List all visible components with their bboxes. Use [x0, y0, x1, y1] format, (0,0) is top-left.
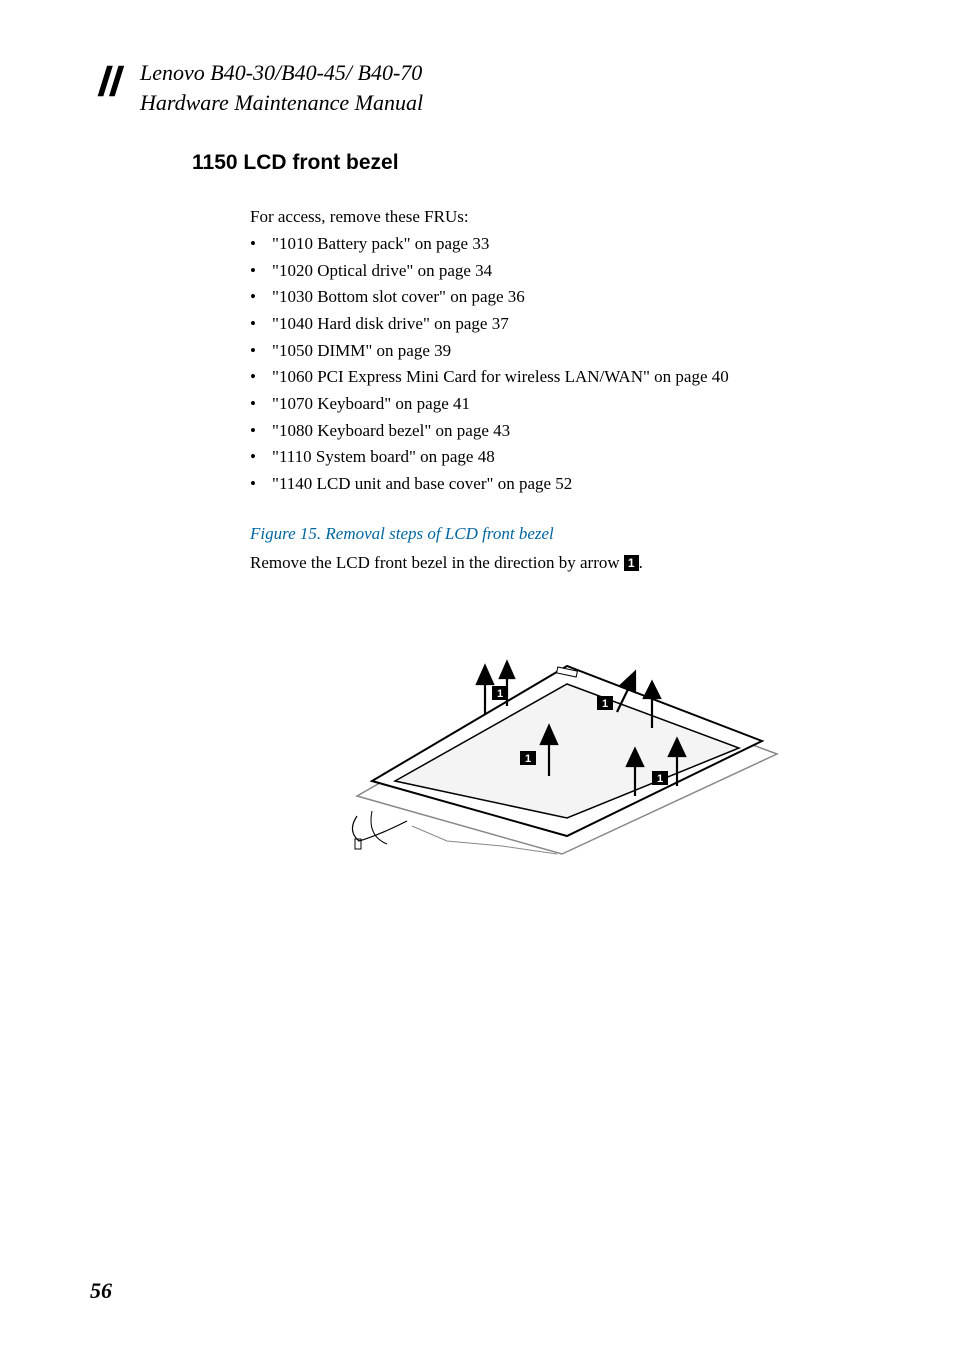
- figure-illustration: 1 1 1 1: [250, 636, 864, 866]
- instruction-post: .: [639, 553, 643, 572]
- page-header: Lenovo B40-30/B40-45/ B40-70 Hardware Ma…: [90, 58, 864, 117]
- list-item: "1050 DIMM" on page 39: [250, 339, 864, 364]
- header-line2: Hardware Maintenance Manual: [140, 88, 423, 118]
- list-item: "1110 System board" on page 48: [250, 445, 864, 470]
- instruction-pre: Remove the LCD front bezel in the direct…: [250, 553, 624, 572]
- header-line1: Lenovo B40-30/B40-45/ B40-70: [140, 58, 423, 88]
- marker-label: 1: [525, 753, 531, 765]
- list-item: "1070 Keyboard" on page 41: [250, 392, 864, 417]
- page-number: 56: [90, 1278, 112, 1304]
- header-title: Lenovo B40-30/B40-45/ B40-70 Hardware Ma…: [140, 58, 423, 117]
- page-container: Lenovo B40-30/B40-45/ B40-70 Hardware Ma…: [0, 0, 954, 1352]
- section-heading: 1150 LCD front bezel: [192, 151, 864, 175]
- content-block: For access, remove these FRUs: "1010 Bat…: [250, 205, 864, 575]
- intro-text: For access, remove these FRUs:: [250, 205, 864, 230]
- marker-label: 1: [497, 688, 503, 700]
- fru-list: "1010 Battery pack" on page 33 "1020 Opt…: [250, 232, 864, 496]
- list-item: "1010 Battery pack" on page 33: [250, 232, 864, 257]
- list-item: "1060 PCI Express Mini Card for wireless…: [250, 365, 864, 390]
- figure-caption: Figure 15. Removal steps of LCD front be…: [250, 522, 864, 547]
- callout-number: 1: [624, 555, 639, 571]
- list-item: "1040 Hard disk drive" on page 37: [250, 312, 864, 337]
- list-item: "1080 Keyboard bezel" on page 43: [250, 419, 864, 444]
- instruction-text: Remove the LCD front bezel in the direct…: [250, 551, 864, 576]
- list-item: "1020 Optical drive" on page 34: [250, 259, 864, 284]
- list-item: "1030 Bottom slot cover" on page 36: [250, 285, 864, 310]
- marker-label: 1: [602, 698, 608, 710]
- list-item: "1140 LCD unit and base cover" on page 5…: [250, 472, 864, 497]
- double-slash-icon: [90, 58, 128, 105]
- marker-label: 1: [657, 773, 663, 785]
- bezel-diagram: 1 1 1 1: [317, 636, 797, 866]
